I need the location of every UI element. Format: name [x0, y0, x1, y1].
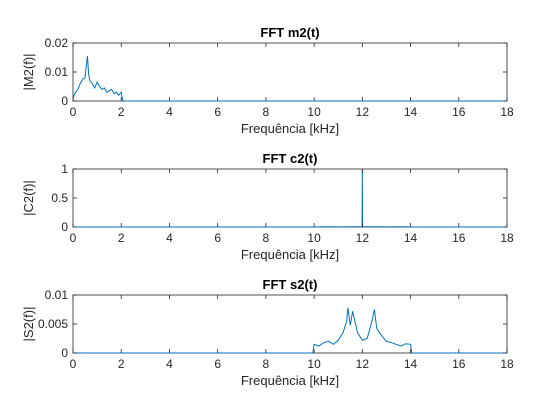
y-tick-label: 0.5 [51, 191, 68, 205]
x-tick-label: 18 [500, 357, 514, 371]
x-axis-label: Frequência [kHz] [241, 247, 339, 262]
x-tick-label: 2 [118, 105, 125, 119]
x-tick-label: 14 [404, 357, 418, 371]
x-tick-label: 6 [214, 357, 221, 371]
y-axis-label: |M2(f)| [21, 53, 36, 90]
y-tick-label: 0 [61, 346, 68, 360]
plot-area [72, 294, 508, 354]
x-tick-label: 4 [166, 105, 173, 119]
x-tick-label: 14 [404, 231, 418, 245]
x-tick-label: 6 [214, 105, 221, 119]
x-tick-label: 16 [452, 105, 466, 119]
x-tick-label: 12 [356, 357, 370, 371]
x-tick-label: 18 [500, 231, 514, 245]
series-line [73, 168, 507, 228]
x-axis-label: Frequência [kHz] [241, 373, 339, 388]
y-tick-label: 0 [61, 94, 68, 108]
subplot-1: 0 2 4 6 8 10 12 14 16 18 0 0.01 0.02 FFT m2(t) Frequên… [21, 25, 514, 136]
y-tick-label: 0.02 [45, 36, 69, 50]
x-tick-label: 12 [356, 231, 370, 245]
subplot-3: 0 2 4 6 8 10 12 14 16 18 0 0.005 0.01 FFT s2(t) Frequê… [21, 277, 514, 388]
y-tick-label: 0.01 [45, 288, 69, 302]
chart-title: FFT m2(t) [260, 25, 319, 40]
y-axis-label: |C2(f)| [21, 180, 36, 216]
x-tick-label: 18 [500, 105, 514, 119]
x-tick-label: 2 [118, 357, 125, 371]
plot-area [72, 42, 508, 102]
y-tick-label: 0 [61, 220, 68, 234]
x-tick-label: 10 [307, 231, 321, 245]
x-tick-label: 12 [356, 105, 370, 119]
x-axis-label: Frequência [kHz] [241, 121, 339, 136]
y-axis-label: |S2(f)| [21, 307, 36, 342]
plot-area [72, 168, 508, 228]
series-line [72, 55, 507, 102]
x-tick-label: 4 [166, 231, 173, 245]
x-tick-label: 2 [118, 231, 125, 245]
x-tick-label: 8 [263, 231, 270, 245]
x-tick-label: 0 [70, 105, 77, 119]
x-tick-label: 10 [307, 105, 321, 119]
subplot-2: 0 2 4 6 8 10 12 14 16 18 0 0.5 1 FFT c2(t) Frequência … [21, 151, 514, 262]
x-tick-label: 16 [452, 231, 466, 245]
chart-title: FFT c2(t) [263, 151, 318, 166]
x-tick-label: 8 [263, 105, 270, 119]
x-tick-label: 16 [452, 357, 466, 371]
x-tick-label: 8 [263, 357, 270, 371]
x-tick-label: 10 [307, 357, 321, 371]
x-tick-label: 4 [166, 357, 173, 371]
y-tick-label: 1 [61, 162, 68, 176]
x-tick-label: 0 [70, 357, 77, 371]
y-tick-label: 0.005 [38, 317, 68, 331]
series-line [73, 307, 507, 354]
x-tick-label: 0 [70, 231, 77, 245]
chart-title: FFT s2(t) [263, 277, 318, 292]
x-tick-label: 14 [404, 105, 418, 119]
x-tick-label: 6 [214, 231, 221, 245]
y-tick-label: 0.01 [45, 65, 69, 79]
